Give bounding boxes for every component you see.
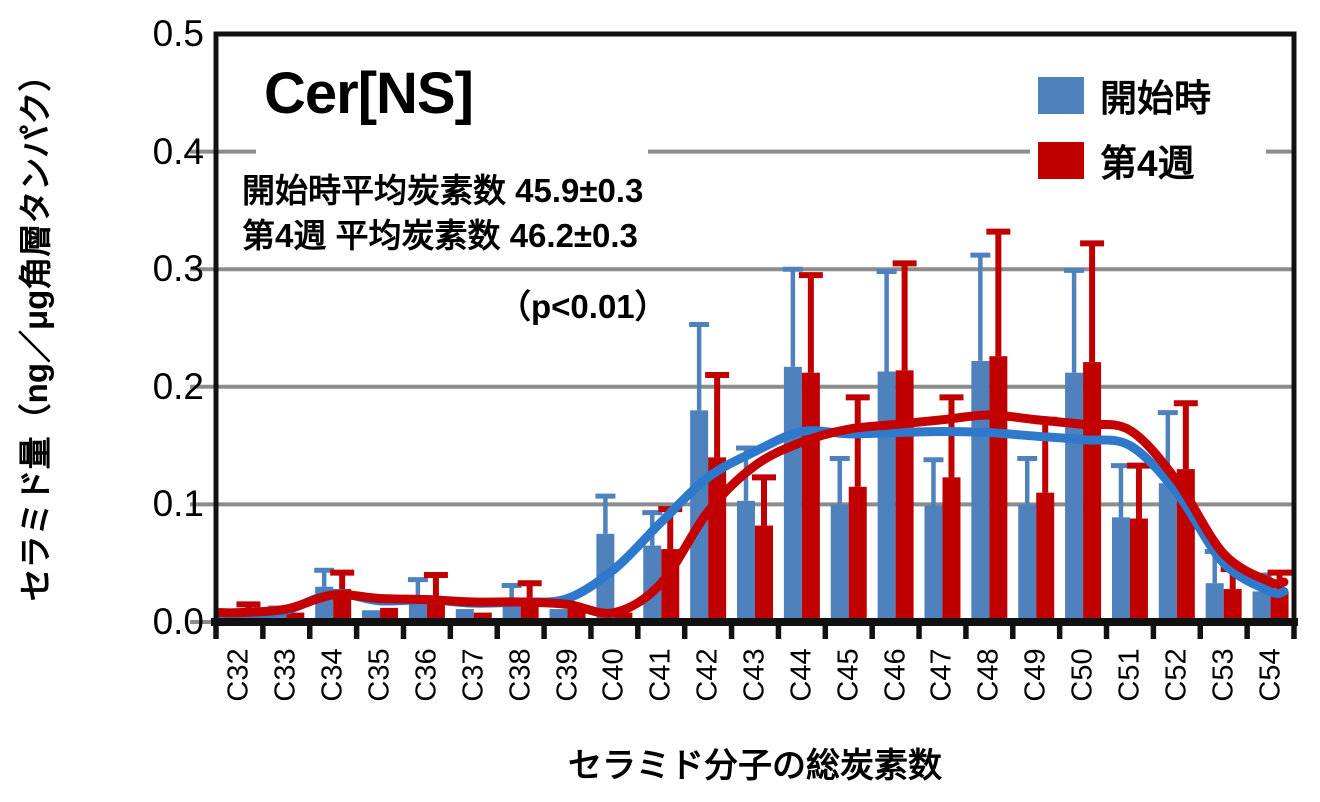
bar-start-C44 xyxy=(783,366,802,622)
bar-start-C45 xyxy=(830,504,849,622)
bar-week4-C51 xyxy=(1129,518,1148,622)
legend-label-week4: 第4週 xyxy=(1100,143,1195,184)
bar-start-C42 xyxy=(690,410,709,622)
x-tick-label-C38: C38 xyxy=(504,648,537,702)
bar-start-C43 xyxy=(737,500,755,622)
x-tick-label-C48: C48 xyxy=(972,648,1005,702)
bar-week4-C48 xyxy=(989,356,1008,622)
y-tick-label-0.3: 0.3 xyxy=(152,248,204,290)
bar-start-C41 xyxy=(643,545,662,622)
trend-lines xyxy=(214,410,1289,622)
x-tick-label-C49: C49 xyxy=(1019,648,1052,702)
x-tick-label-C50: C50 xyxy=(1066,648,1099,702)
x-tick-label-C33: C33 xyxy=(269,648,302,702)
x-tick-label-C52: C52 xyxy=(1160,648,1193,702)
bar-start-C46 xyxy=(877,371,896,622)
bar-start-C51 xyxy=(1111,517,1130,622)
bar-start-C49 xyxy=(1018,504,1037,622)
annotation-week4-mean: 第4週 平均炭素数 46.2±0.3 xyxy=(242,217,638,254)
x-tick-label-C43: C43 xyxy=(738,648,771,702)
bar-week4-C37 xyxy=(473,612,492,622)
bar-week4-C50 xyxy=(1083,362,1102,622)
x-tick-label-C40: C40 xyxy=(597,648,630,702)
bar-week4-C49 xyxy=(1036,492,1055,622)
x-tick-label-C53: C53 xyxy=(1207,648,1240,702)
axis-frame xyxy=(211,31,1298,639)
bars-start xyxy=(221,360,1271,622)
x-tick-label-C46: C46 xyxy=(879,648,912,702)
x-tick-label-C39: C39 xyxy=(551,648,584,702)
x-tick-label-C51: C51 xyxy=(1113,648,1146,702)
bars-week4 xyxy=(239,356,1289,622)
bar-week4-C53 xyxy=(1223,589,1242,622)
x-tick-label-C35: C35 xyxy=(363,648,396,702)
legend-label-start: 開始時 xyxy=(1100,78,1211,119)
annotation-p-value: （p<0.01） xyxy=(498,288,668,325)
x-axis-title: セラミド分子の総炭素数 xyxy=(568,747,942,785)
y-tick-label-0.0: 0.0 xyxy=(152,601,204,642)
bar-week4-C45 xyxy=(848,486,867,622)
y-tick-label-0.2: 0.2 xyxy=(152,365,204,407)
bar-week4-C40 xyxy=(614,612,633,622)
bar-start-C38 xyxy=(502,603,521,622)
bar-week4-C47 xyxy=(942,477,961,622)
legend-item-start: 開始時 xyxy=(1038,74,1268,119)
bar-start-C35 xyxy=(362,610,381,622)
bar-week4-C54 xyxy=(1270,591,1289,622)
bar-week4-C46 xyxy=(895,370,914,622)
bar-start-C53 xyxy=(1205,583,1224,622)
bar-start-C50 xyxy=(1065,372,1084,622)
x-tick-label-C34: C34 xyxy=(316,648,349,702)
x-tick-label-C36: C36 xyxy=(410,648,443,702)
bar-start-C52 xyxy=(1158,483,1177,622)
bar-start-C54 xyxy=(1252,591,1271,622)
x-tick-label-C42: C42 xyxy=(691,648,724,702)
legend-item-week4: 第4週 xyxy=(1038,139,1268,184)
bar-start-C48 xyxy=(971,360,990,622)
chart-title: Cer[NS] xyxy=(264,61,474,126)
trend-line-week4 xyxy=(214,410,1289,618)
annotation-start-mean: 開始時平均炭素数 45.9±0.3 xyxy=(242,172,644,209)
x-tick-label-C44: C44 xyxy=(785,648,818,702)
bar-week4-C44 xyxy=(801,372,820,622)
x-tick-label-C47: C47 xyxy=(925,648,958,702)
y-tick-label-0.5: 0.5 xyxy=(152,13,204,54)
x-tick-label-C41: C41 xyxy=(644,648,677,702)
y-tick-label-0.1: 0.1 xyxy=(152,483,204,525)
y-tick-label-0.4: 0.4 xyxy=(152,130,204,172)
x-tick-label-C37: C37 xyxy=(457,648,490,702)
x-tick-label-C45: C45 xyxy=(832,648,865,702)
legend-swatch-week4 xyxy=(1038,141,1084,179)
x-tick-label-C54: C54 xyxy=(1254,648,1287,702)
x-tick-label-C32: C32 xyxy=(222,648,255,702)
legend: 開始時 第4週 xyxy=(1038,74,1268,204)
bar-week4-C33 xyxy=(286,612,305,622)
bar-week4-C42 xyxy=(708,457,727,622)
legend-swatch-start xyxy=(1038,76,1084,114)
bar-week4-C43 xyxy=(755,525,773,622)
bar-start-C47 xyxy=(924,505,943,622)
